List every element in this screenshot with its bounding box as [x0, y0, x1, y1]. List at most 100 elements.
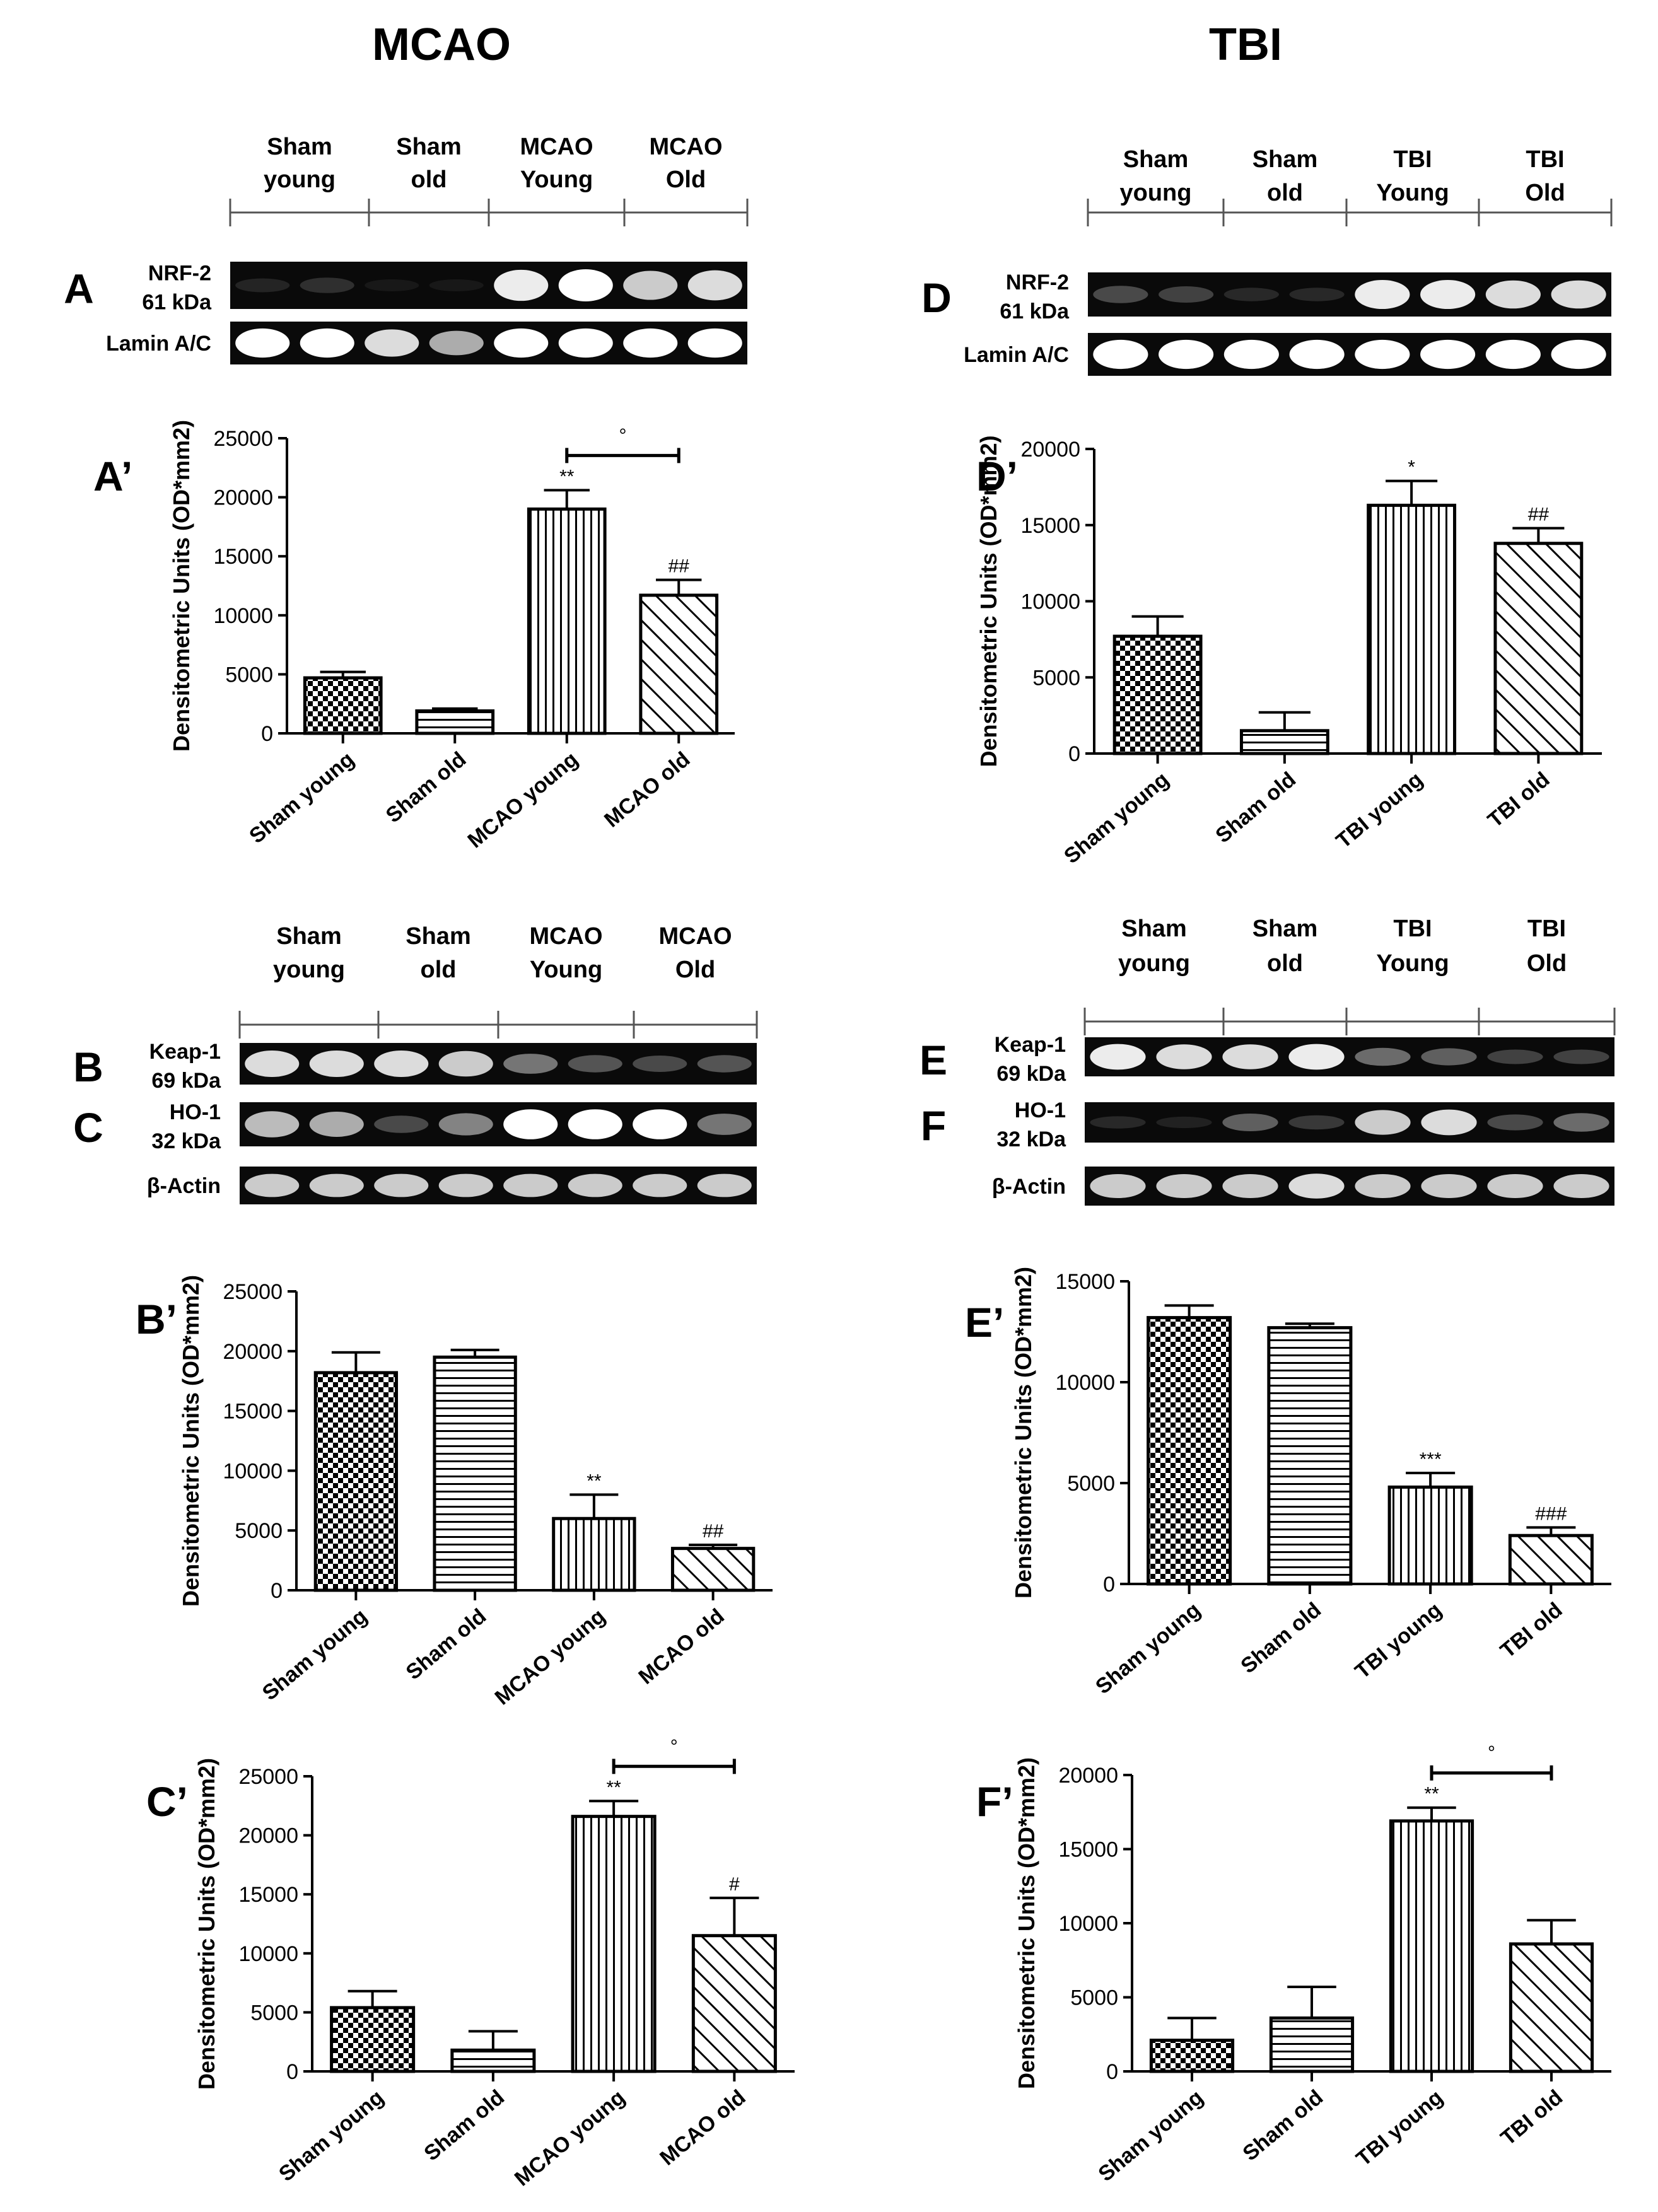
blot-band — [1421, 1109, 1477, 1136]
y-tick-label: 0 — [1068, 742, 1080, 766]
blot-band — [568, 1109, 622, 1139]
bar — [1112, 634, 1203, 755]
blot-band — [633, 1173, 687, 1197]
y-tick-label: 20000 — [238, 1824, 298, 1848]
x-tick-label: Sham old — [382, 747, 471, 827]
y-tick-label: 25000 — [238, 1765, 298, 1789]
y-axis-label: Densitometric Units (OD*mm2) — [1010, 1267, 1036, 1598]
blot-band — [623, 271, 678, 300]
bar — [639, 593, 719, 735]
blot-band — [374, 1051, 429, 1077]
blot-band — [365, 279, 419, 291]
significance-marker: *** — [1420, 1449, 1442, 1470]
bar — [450, 2048, 536, 2073]
bar — [1493, 542, 1584, 755]
x-tick-label: Sham young — [274, 2085, 388, 2186]
column-title-tbi: TBI — [1209, 20, 1282, 70]
x-tick-label: Sham old — [1236, 1598, 1326, 1678]
blot-band — [365, 329, 419, 357]
bar — [527, 507, 607, 735]
y-tick-label: 0 — [261, 722, 273, 746]
lane-group-label: young — [1120, 180, 1192, 206]
panel-letter: A — [64, 265, 94, 312]
bar — [1508, 1534, 1594, 1586]
significance-marker: # — [729, 1874, 740, 1895]
blot-band — [1093, 339, 1148, 370]
lane-group-label: Sham — [1252, 916, 1317, 942]
panel-letter: E — [919, 1037, 947, 1083]
blot-band — [1420, 279, 1476, 310]
bar — [1147, 1316, 1232, 1586]
blot-band — [1288, 1115, 1345, 1130]
blot-band — [1487, 1114, 1543, 1131]
bar — [1509, 1942, 1594, 2073]
band-label: HO-1 — [1015, 1098, 1066, 1122]
x-tick-label: TBI young — [1352, 2085, 1447, 2171]
blot-band — [438, 1051, 493, 1077]
y-tick-label: 5000 — [250, 2001, 298, 2025]
lane-group-label: old — [411, 166, 447, 193]
lane-group-label: MCAO — [658, 923, 732, 950]
blot-band — [1289, 288, 1345, 301]
bar — [1387, 1485, 1473, 1586]
blot-band — [1090, 1044, 1146, 1070]
blot-band — [568, 1055, 622, 1073]
x-tick-label: Sham young — [1094, 2085, 1208, 2186]
blot-band — [235, 278, 290, 293]
panel-letter-b-prime: B’ — [136, 1296, 177, 1342]
blot-strip: β-Actin — [992, 1167, 1614, 1206]
lane-group-label: Sham — [406, 923, 470, 950]
blot-band — [1159, 339, 1214, 370]
x-tick-label: MCAO young — [491, 1604, 610, 1710]
y-tick-label: 20000 — [213, 486, 273, 510]
blot-band — [1551, 339, 1606, 370]
y-tick-label: 20000 — [1020, 438, 1080, 462]
bar — [1267, 1326, 1353, 1586]
y-tick-label: 10000 — [1055, 1371, 1115, 1395]
y-axis-label: Densitometric Units (OD*mm2) — [178, 1275, 204, 1607]
lane-group-label: Young — [520, 166, 593, 193]
y-axis-label: Densitometric Units (OD*mm2) — [168, 420, 194, 752]
blot-band — [245, 1111, 300, 1138]
x-tick-label: MCAO young — [510, 2085, 629, 2191]
blot-band — [1355, 1110, 1411, 1135]
lane-group-label: old — [1267, 950, 1303, 977]
y-tick-label: 25000 — [213, 427, 273, 451]
x-tick-label: TBI old — [1483, 767, 1555, 832]
x-tick-label: Sham old — [402, 1604, 491, 1684]
significance-marker: ** — [606, 1777, 621, 1798]
x-tick-label: TBI old — [1496, 2085, 1567, 2150]
band-label: NRF-2 — [1006, 271, 1069, 294]
bar — [303, 676, 383, 735]
bar — [1389, 1819, 1474, 2073]
y-tick-label: 25000 — [223, 1280, 283, 1304]
blot-band — [494, 328, 549, 358]
band-label: NRF-2 — [148, 262, 211, 286]
lane-group-label: TBI — [1527, 916, 1566, 942]
blot-band — [697, 1055, 752, 1073]
blot-band — [1159, 286, 1214, 303]
bar — [415, 709, 495, 735]
lane-group-label: Sham — [276, 923, 341, 950]
blot-band — [309, 1112, 364, 1137]
lane-group-label: Sham — [267, 134, 332, 160]
panel-letter-d-prime: D’ — [976, 453, 1018, 499]
blot-band — [687, 328, 742, 358]
blot-2: Sham young Sham old MCAO Young MCAO Old Keap-1 69… — [73, 923, 758, 1204]
chart-0: 0 5000 10000 15000 20000 25000 Densitometric U… — [168, 420, 735, 853]
lane-group-label: young — [273, 957, 345, 983]
lane-group-label: Young — [1376, 950, 1449, 977]
x-tick-label: Sham young — [1060, 767, 1174, 868]
lane-group-label: old — [421, 957, 457, 983]
blot-band — [1093, 286, 1148, 303]
lane-group-label: young — [1118, 950, 1190, 977]
lane-group-label: Old — [675, 957, 715, 983]
y-tick-label: 10000 — [238, 1942, 298, 1966]
lane-group-label: MCAO — [649, 134, 722, 160]
band-label: β-Actin — [147, 1174, 221, 1198]
lane-group-label: Old — [1525, 180, 1565, 206]
panel-letter: D — [921, 274, 952, 321]
band-label: Keap-1 — [149, 1040, 221, 1064]
bar — [552, 1516, 636, 1592]
lane-group-label: Sham — [1121, 916, 1186, 942]
